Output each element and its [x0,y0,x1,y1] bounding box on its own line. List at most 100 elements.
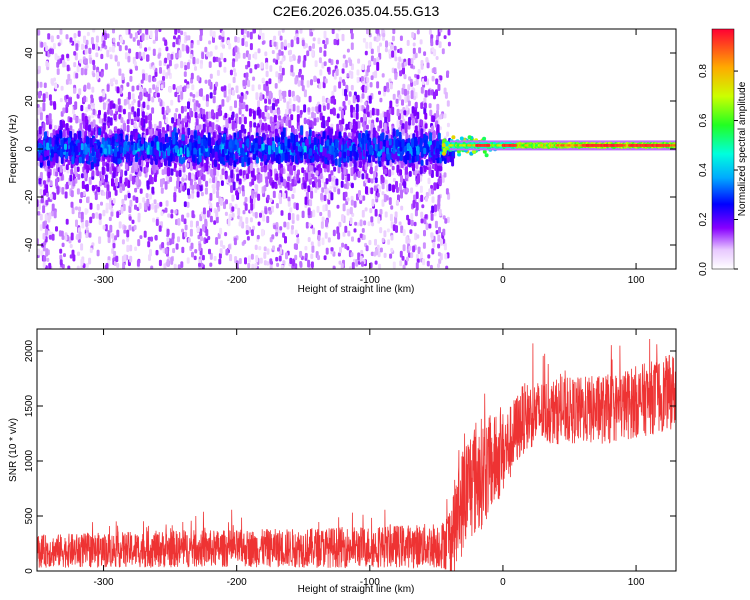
spectrogram-cell [384,168,388,175]
spectrogram-cell [74,166,77,175]
spectrogram-cell [420,102,424,109]
spectrogram-cell [145,128,149,136]
spectrogram-cell [62,107,66,114]
spectrogram-cell [191,189,195,195]
spectrogram-cell [401,114,404,119]
spectrogram-cell [325,219,328,228]
spectrogram-cell [70,190,74,198]
spectrogram-cell [316,117,320,123]
spectrogram-cell [175,63,179,68]
spectrogram-cell [168,125,172,132]
spectrogram-cell [244,196,248,203]
spectrogram-cell [124,52,128,60]
spectrogram-cell [381,182,385,190]
spectrogram-cell [213,255,217,262]
spectrogram-cell [114,55,118,62]
spectrogram-cell [307,171,311,180]
spectrogram-cell [196,225,200,233]
spectrogram-cell [205,101,209,108]
spectrogram-cell [264,98,268,104]
spectrogram-cell [170,168,174,176]
spectrogram-cell [285,252,288,260]
spectrogram-cell [357,237,361,243]
spectrogram-cell [52,43,56,50]
spectrogram-cell [371,198,375,207]
spectrogram-cell [127,111,131,121]
spectrogram-cell [166,124,170,132]
spectrogram-cell [243,29,247,34]
spectrogram-cell [291,193,295,200]
spectrogram-cell [290,64,294,73]
spectrogram-cell [134,187,138,193]
spectrogram-cell [170,213,174,219]
spectrogram-cell [265,111,269,119]
spectrogram-cell [199,63,203,69]
spectrogram-cell [134,32,138,39]
spectrogram-cell [80,67,84,76]
spectrogram-cell [394,56,398,62]
spectrogram-cell [375,117,379,123]
spectrogram-cell [202,114,206,122]
spectrogram-cell [251,84,255,92]
spectrogram-cell [148,87,152,94]
spectrogram-cell [195,118,199,127]
spectrogram-cell [366,77,370,83]
spectrogram-cell [349,266,352,269]
spectrogram-cell [212,131,216,139]
spectrogram-cell [311,245,315,253]
spectrogram-cell [441,48,445,55]
spectrogram-cell [299,261,303,267]
spectrogram-cell [238,258,242,265]
spectrogram-cell [156,92,160,98]
spectrogram-cell [219,248,223,254]
spectrogram-cell [114,126,118,132]
spectrogram-cell [241,116,244,123]
spectrogram-cell [102,209,106,217]
spectrogram-cell [69,125,73,131]
spectrogram-cell [90,97,94,103]
spectrogram-cell [391,171,395,176]
spectrogram-cell [74,101,78,110]
spectrogram-cell [305,221,309,229]
spectrogram-cell [261,122,265,131]
spectrogram-cell [196,170,200,178]
spectrogram-cell [224,112,228,119]
spectrogram-cell [123,99,127,106]
spectrogram-cell [159,201,163,207]
spectrogram-cell [95,72,99,80]
spectrogram-cell [364,85,368,94]
spectrogram-cell [311,173,315,180]
spectrogram-cell [42,122,46,131]
spectrogram-cell [53,77,56,82]
spectrogram-cell [107,256,111,262]
spectrogram-cell [228,213,232,220]
spectrogram-cell [286,181,290,188]
spectrogram-cell [345,123,349,130]
spectrogram-cell [257,84,261,90]
spectrogram-cell [307,237,311,243]
spectrogram-cell [209,51,213,57]
spectrogram-cell [301,85,305,92]
spectrogram-cell [287,196,291,202]
spectrogram-cell [242,210,246,215]
spectrogram-cell [361,209,365,218]
spectrogram-cell [296,37,300,45]
spectrogram-cell [61,242,65,248]
spectrogram-cell [388,183,392,192]
spectrogram-cell [386,88,390,93]
spectrogram-cell [165,200,169,207]
spectrogram-cell [333,38,337,46]
spectrogram-cell [401,255,405,261]
spectrogram-cell [265,57,269,64]
spectrogram-cell [245,41,248,48]
spectrogram-cell [366,111,370,118]
spectrogram-cell [254,211,258,219]
spectrogram-cell [112,103,116,109]
spectrogram-cell [269,197,273,203]
spectrogram-cell [79,122,83,131]
spectrogram-cell [54,53,58,61]
spectrogram-cell [369,82,373,88]
spectrogram-cell [189,162,193,171]
spectrogram-cell [364,162,368,171]
spectrogram-cell [364,207,368,212]
